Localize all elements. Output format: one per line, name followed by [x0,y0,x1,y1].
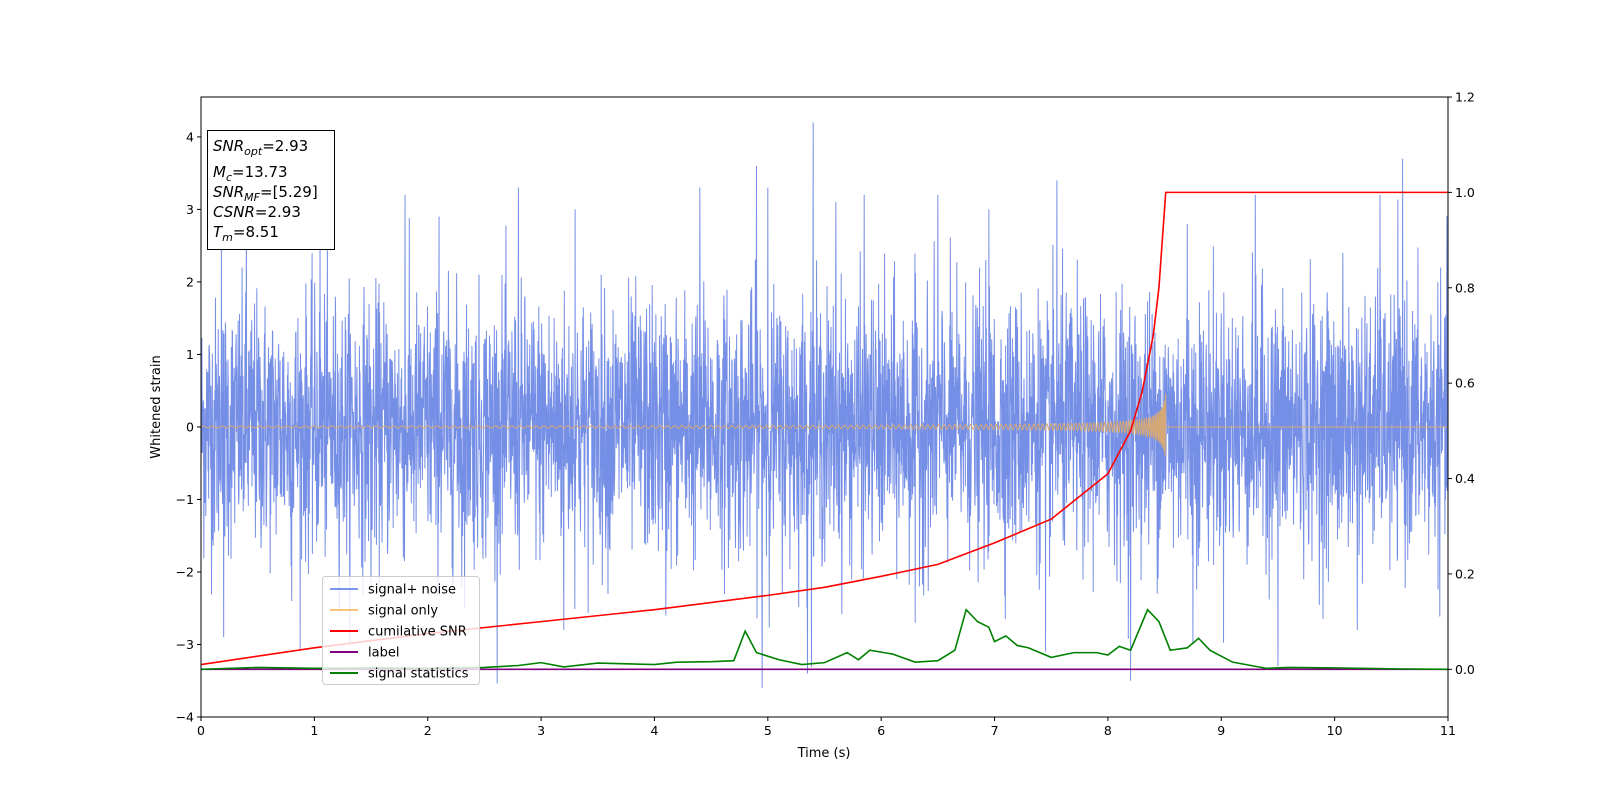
legend-entry: cumilative SNR [368,625,467,640]
y2-tick-label: 1.0 [1455,185,1475,200]
y-tick-label: 0 [186,419,194,434]
y2-tick-label: 0.8 [1455,280,1475,295]
series-signal-noise [201,122,1448,688]
y-tick-label: −2 [176,564,194,579]
x-tick-label: 8 [1104,723,1112,738]
y-axis-left: −4 −3 −2 −1 0 1 2 3 4 [176,129,201,725]
y2-tick-label: 1.2 [1455,90,1475,105]
y-axis-right: 0.0 0.2 0.4 0.6 0.8 1.0 1.2 [1448,90,1475,677]
annotation-line: SNRMF=[5.29] [213,183,318,204]
legend-entry: signal only [368,604,438,619]
x-tick-label: 7 [991,723,999,738]
plot-frame [200,96,1449,718]
x-tick-label: 3 [537,723,545,738]
x-tick-label: 1 [310,723,318,738]
y-tick-label: −4 [176,710,194,725]
y2-tick-label: 0.0 [1455,662,1475,677]
legend-entry: signal statistics [368,667,469,682]
x-tick-label: 4 [650,723,658,738]
x-tick-label: 5 [764,723,772,738]
series-signal-statistics [201,608,1448,671]
legend: signal+ noise signal only cumilative SNR la… [322,576,480,685]
x-tick-label: 6 [877,723,885,738]
x-tick-label: 2 [424,723,432,738]
series-cumulative-snr [201,191,1448,666]
y-tick-label: 1 [186,347,194,362]
legend-frame [322,576,480,685]
annotation-line: Mc=13.73 [213,163,288,184]
y2-tick-label: 0.6 [1455,376,1475,391]
x-tick-label: 9 [1217,723,1225,738]
y2-tick-label: 0.4 [1455,471,1475,486]
y-tick-label: 3 [186,202,194,217]
series-signal-only [201,393,1448,457]
y-tick-label: 2 [186,274,194,289]
x-axis-label: Time (s) [797,746,851,761]
x-tick-label: 10 [1327,723,1343,738]
annotation-line: SNRopt=2.93 [213,137,308,158]
annotation-line: Tm=8.51 [213,223,279,244]
x-axis: 0 1 2 3 4 5 6 7 8 9 10 11 [197,717,1456,738]
y-tick-label: −3 [176,637,194,652]
legend-entry: label [368,646,399,661]
y-tick-label: −1 [176,492,194,507]
annotation-line: CSNR=2.93 [213,203,301,221]
y-tick-label: 4 [186,129,194,144]
annotation-box: SNRopt=2.93 Mc=13.73SNRMF=[5.29]CSNR=2.93… [207,130,335,250]
y-axis-label: Whitened strain [149,355,164,458]
x-tick-label: 0 [197,723,205,738]
y2-tick-label: 0.2 [1455,566,1475,581]
legend-entry: signal+ noise [368,583,456,598]
x-tick-label: 11 [1440,723,1456,738]
annotation-frame [207,130,335,250]
